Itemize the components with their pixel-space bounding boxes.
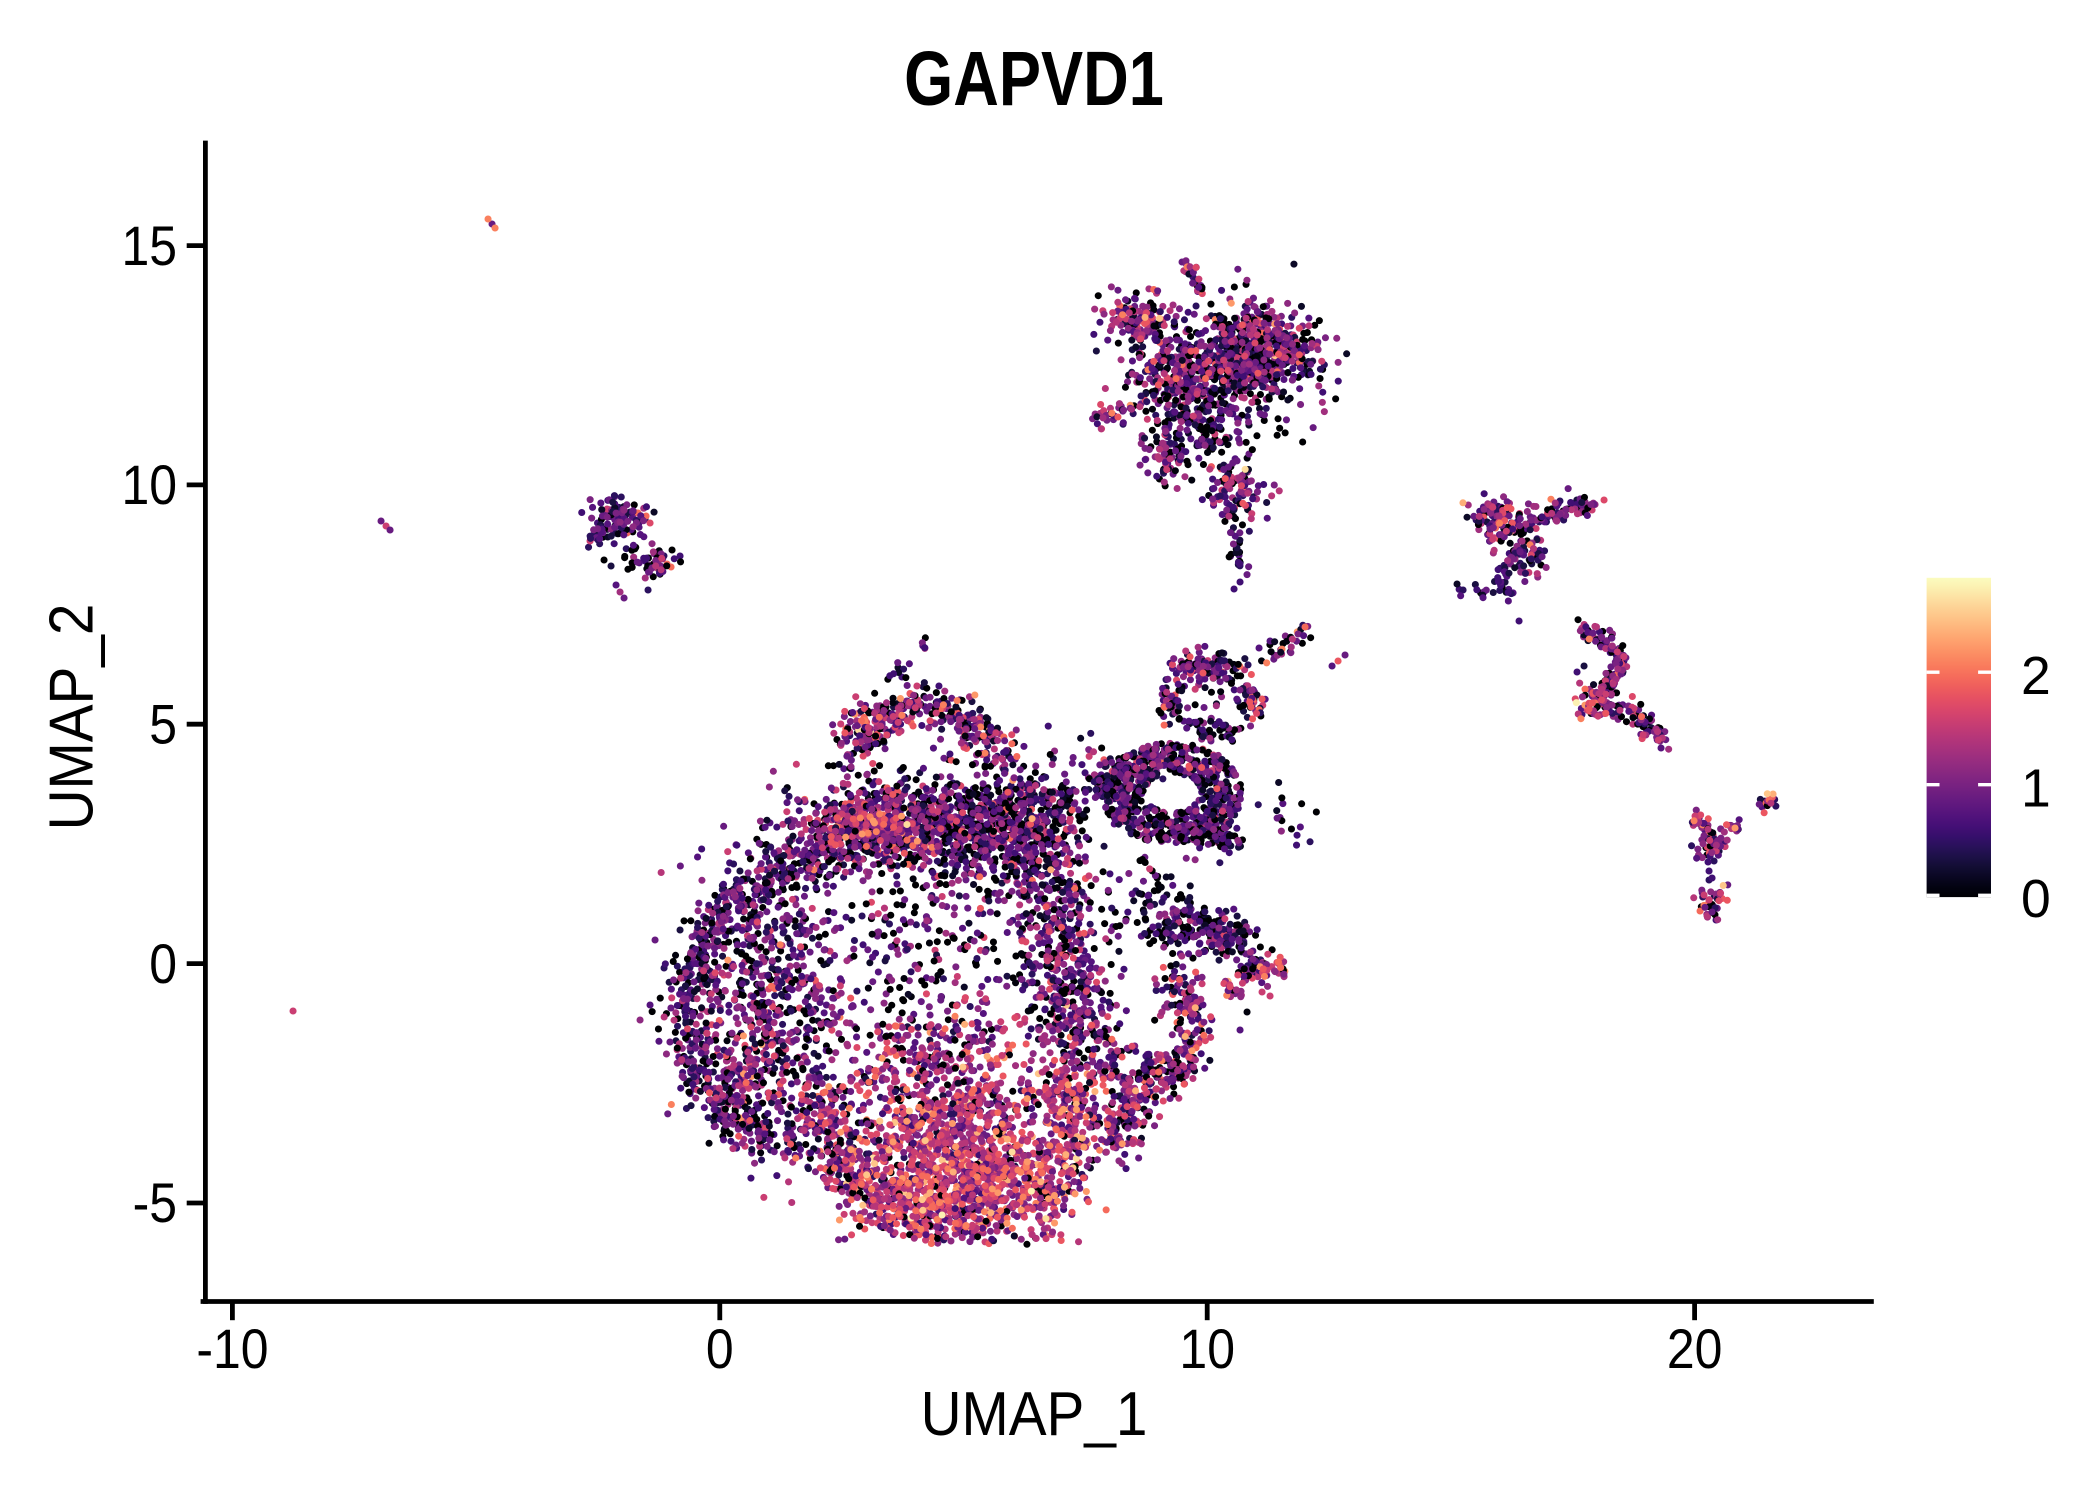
svg-text:10: 10	[121, 455, 177, 517]
svg-text:10: 10	[1179, 1319, 1235, 1381]
svg-text:15: 15	[121, 215, 177, 277]
svg-text:20: 20	[1667, 1319, 1723, 1381]
svg-text:0: 0	[2021, 870, 2051, 929]
svg-text:-10: -10	[196, 1319, 268, 1381]
svg-text:0: 0	[149, 933, 177, 995]
svg-text:UMAP_2: UMAP_2	[36, 604, 106, 831]
svg-text:UMAP_1: UMAP_1	[921, 1378, 1148, 1448]
svg-text:GAPVD1: GAPVD1	[904, 35, 1164, 121]
svg-text:0: 0	[706, 1319, 734, 1381]
svg-text:2: 2	[2021, 647, 2051, 706]
svg-text:1: 1	[2021, 760, 2051, 819]
svg-text:5: 5	[149, 694, 177, 756]
svg-text:-5: -5	[133, 1173, 177, 1235]
